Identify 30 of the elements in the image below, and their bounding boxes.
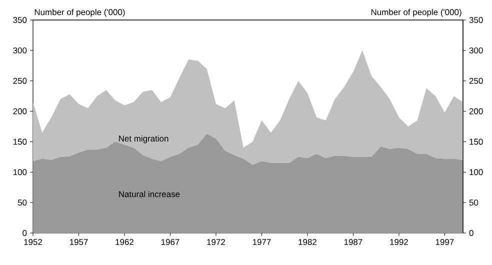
y-tick-label: 100 xyxy=(13,169,27,176)
y-tick-label: 350 xyxy=(13,17,27,23)
y2-tick-label: 300 xyxy=(469,47,483,54)
y-tick-label: 250 xyxy=(13,78,27,84)
x-tick-label: 1987 xyxy=(344,239,362,246)
y-tick-label: 200 xyxy=(13,108,27,114)
y-axis-title: Number of people ('000) xyxy=(34,8,125,17)
series-label: Natural increase xyxy=(119,190,180,198)
y2-tick-label: 0 xyxy=(469,230,474,236)
y2-tick-label: 100 xyxy=(470,169,483,176)
x-tick-label: 1967 xyxy=(161,239,180,246)
y2-axis-title: Number of people ('000) xyxy=(371,8,462,17)
y2-tick-label: 150 xyxy=(470,138,483,145)
x-tick-label: 1977 xyxy=(252,239,271,246)
y-tick-label: 300 xyxy=(13,47,27,54)
x-tick-label: 1982 xyxy=(298,239,316,246)
series-label: Net migration xyxy=(119,135,168,144)
y2-tick-label: 50 xyxy=(469,200,478,206)
x-tick-label: 1957 xyxy=(70,239,88,246)
x-tick-label: 1997 xyxy=(436,239,454,246)
y-tick-label: 50 xyxy=(18,200,27,206)
x-tick-label: 1962 xyxy=(116,239,134,246)
x-tick-label: 1952 xyxy=(24,239,42,246)
y-tick-label: 150 xyxy=(13,138,27,145)
y-tick-label: 0 xyxy=(22,230,27,236)
x-tick-label: 1972 xyxy=(207,239,225,246)
y2-tick-label: 350 xyxy=(469,17,483,23)
y2-tick-label: 200 xyxy=(469,108,483,114)
y2-tick-label: 250 xyxy=(469,78,483,84)
x-tick-label: 1992 xyxy=(390,239,408,246)
